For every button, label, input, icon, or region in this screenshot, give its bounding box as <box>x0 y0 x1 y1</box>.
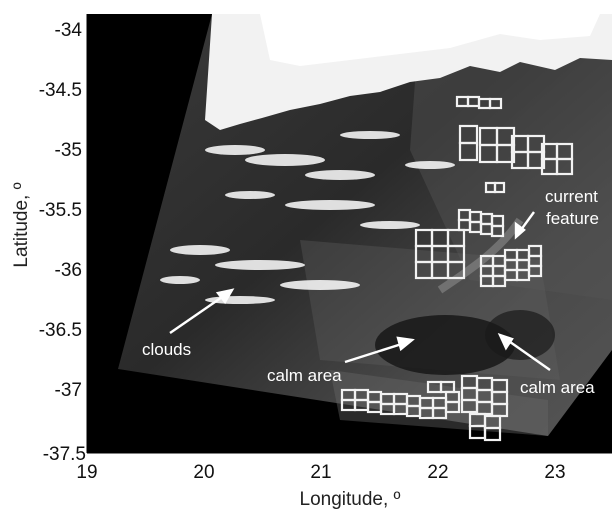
annotation-arrows <box>169 211 551 371</box>
annotation-calm-area-right: calm area <box>520 378 595 397</box>
y-tick-label: -34.5 <box>39 80 82 101</box>
y-tick-labels: -34 -34.5 -35 -35.5 -36 -36.5 -37 -37.5 <box>39 20 86 465</box>
annotation-feature: feature <box>546 209 599 228</box>
x-tick-label: 20 <box>193 462 214 483</box>
y-tick-label: -34 <box>55 20 83 41</box>
x-tick-label: 19 <box>76 462 97 483</box>
y-tick-label: -37 <box>55 380 82 401</box>
y-tick-label: -36 <box>55 260 82 281</box>
x-tick-labels: 19 20 21 22 23 <box>76 462 565 483</box>
x-axis-label: Longitude, º <box>300 489 401 510</box>
annotation-current: current <box>545 187 598 206</box>
clouds-arrow <box>169 292 229 334</box>
y-tick-label: -35 <box>55 140 82 161</box>
y-tick-label: -37.5 <box>43 444 86 465</box>
y-axis-label: Latitude, º <box>11 182 32 267</box>
x-tick-label: 22 <box>427 462 448 483</box>
grid-boxes <box>340 95 574 442</box>
annotation-clouds: clouds <box>142 340 191 359</box>
annotation-calm-area-left: calm area <box>267 366 342 385</box>
y-tick-label: -36.5 <box>39 320 82 341</box>
x-tick-label: 21 <box>310 462 331 483</box>
x-tick-label: 23 <box>544 462 565 483</box>
sar-image-swath <box>118 14 612 436</box>
y-tick-label: -35.5 <box>39 200 82 221</box>
calm-area-arrow-left <box>344 340 409 364</box>
